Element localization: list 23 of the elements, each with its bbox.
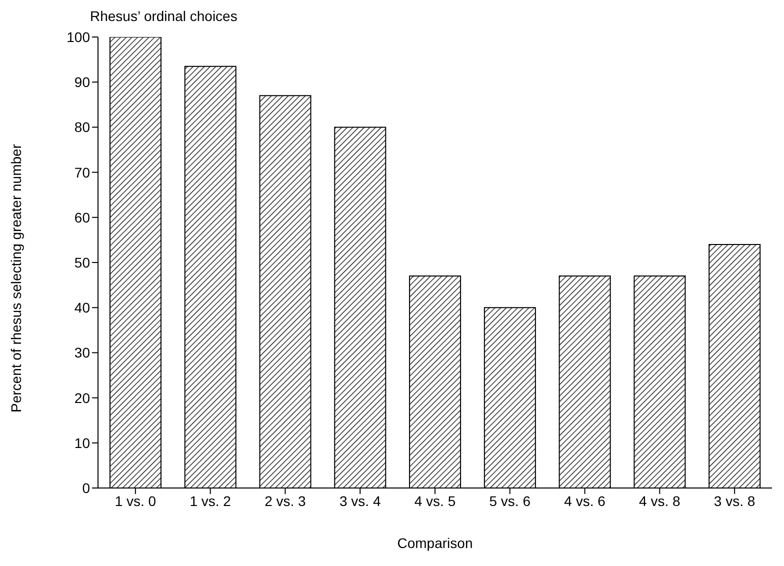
x-tick-label: 1 vs. 0 [114,492,156,509]
x-tick-label: 3 vs. 8 [714,492,756,509]
y-tick-label: 90 [74,74,90,90]
x-axis-title: Comparison [397,535,473,551]
y-tick-label: 50 [74,254,90,270]
y-tick-label: 0 [82,480,90,496]
x-tick-label: 4 vs. 6 [564,492,606,509]
y-tick-label: 60 [74,209,90,226]
y-tick-label: 70 [74,164,90,180]
y-tick-label: 20 [74,390,90,406]
x-tick-label: 5 vs. 6 [489,492,531,509]
x-tick-label: 4 vs. 5 [414,492,456,509]
x-tick-label: 1 vs. 2 [190,492,232,509]
x-tick-label: 4 vs. 8 [639,492,680,509]
y-tick-label: 40 [74,300,90,316]
x-tick-label: 3 vs. 4 [339,492,381,509]
x-tick-label: 2 vs. 3 [264,492,306,509]
y-tick-label: 10 [74,434,90,451]
y-tick-label: 30 [74,344,90,361]
chart-title: Rhesus’ ordinal choices [90,8,238,24]
y-tick-label: 80 [74,119,90,136]
y-axis-title: Percent of rhesus selecting greater number [8,144,24,412]
y-tick-label: 100 [66,28,90,45]
